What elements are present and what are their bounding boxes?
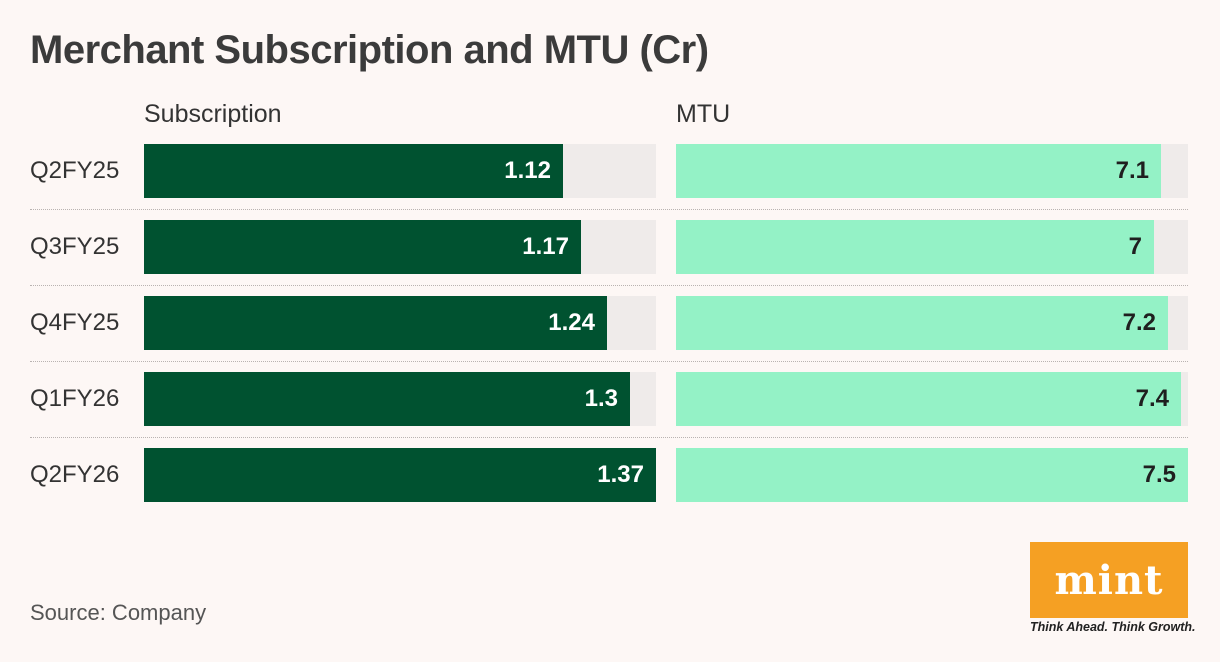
category-label: Q2FY26 [30,461,120,488]
mint-logo-text: mint [1054,556,1164,604]
subscription-bar [144,448,656,502]
source-note: Source: Company [30,600,207,625]
mtu-bar [676,372,1181,426]
logo-tagline: Think Ahead. Think Growth. [1030,620,1196,634]
row-divider [30,285,1188,286]
category-label: Q4FY25 [30,309,120,336]
mtu-value-label: 7.2 [1122,309,1156,336]
subscription-bar [144,372,630,426]
mtu-bar-track: 7.2 [676,296,1188,350]
row-divider [30,209,1188,210]
subscription-value-label: 1.37 [597,461,644,488]
mtu-bar [676,296,1168,350]
mtu-value-label: 7 [1128,233,1142,260]
subscription-column-header: Subscription [144,100,282,128]
mtu-column-header: MTU [676,100,731,128]
subscription-bar-track: 1.3 [144,372,656,426]
row-divider [30,361,1188,362]
mtu-bar [676,144,1161,198]
mtu-bar-track: 7.4 [676,372,1188,426]
mtu-bar-track: 7.5 [676,448,1188,502]
mtu-value-label: 7.1 [1115,157,1149,184]
subscription-bar [144,296,607,350]
subscription-value-label: 1.3 [584,385,618,412]
mtu-bar-track: 7 [676,220,1188,274]
subscription-bar [144,144,563,198]
category-label: Q3FY25 [30,233,120,260]
subscription-value-label: 1.24 [548,309,595,336]
subscription-value-label: 1.17 [522,233,569,260]
subscription-bar-track: 1.12 [144,144,656,198]
subscription-value-label: 1.12 [504,157,551,184]
mtu-bar [676,220,1154,274]
row-divider [30,437,1188,438]
subscription-bar-track: 1.17 [144,220,656,274]
mtu-value-label: 7.5 [1142,461,1176,488]
mtu-bar-track: 7.1 [676,144,1188,198]
subscription-bar [144,220,581,274]
chart-title: Merchant Subscription and MTU (Cr) [30,28,709,72]
subscription-bar-track: 1.37 [144,448,656,502]
category-label: Q2FY25 [30,157,120,184]
mtu-value-label: 7.4 [1135,385,1169,412]
mint-logo: mint [1030,542,1188,618]
mtu-bar [676,448,1188,502]
subscription-bar-track: 1.24 [144,296,656,350]
category-label: Q1FY26 [30,385,120,412]
